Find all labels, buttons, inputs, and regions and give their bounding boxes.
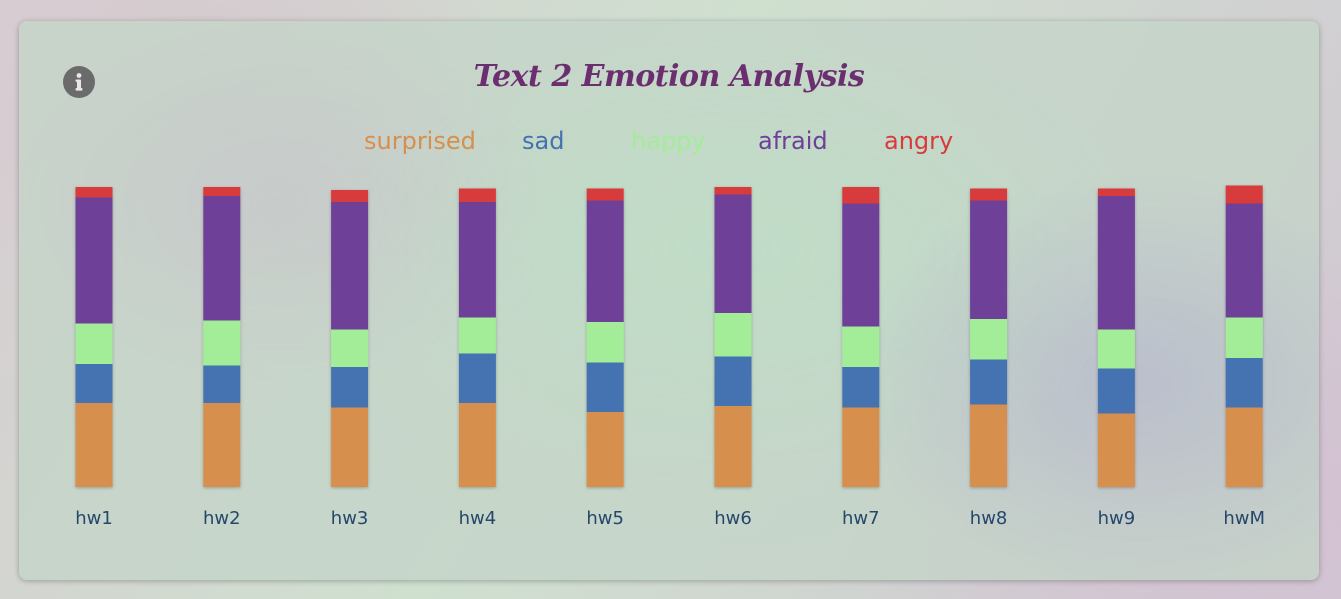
legend-item-sad[interactable]: sad: [522, 127, 565, 155]
legend-item-happy[interactable]: happy: [631, 127, 706, 155]
bar-segment-sad-hw7[interactable]: [842, 367, 880, 408]
bar-segment-angry-hw8[interactable]: [970, 188, 1008, 201]
stacked-bar-hw2[interactable]: [203, 187, 241, 487]
bar-segment-happy-hw8[interactable]: [970, 319, 1008, 360]
bar-segment-angry-hw7[interactable]: [842, 187, 880, 204]
bar-segment-sad-hw6[interactable]: [714, 356, 752, 407]
stacked-bar-hw9[interactable]: [1097, 188, 1135, 488]
x-tick-label-hw8: hw8: [970, 508, 1008, 529]
bar-segment-happy-hw3[interactable]: [331, 329, 369, 368]
bar-segment-sad-hwM[interactable]: [1225, 358, 1263, 408]
bar-segment-sad-hw2[interactable]: [203, 365, 241, 404]
legend-item-surprised[interactable]: surprised: [364, 127, 476, 155]
bar-segment-surprised-hw2[interactable]: [203, 403, 241, 487]
bar-segment-angry-hwM[interactable]: [1225, 185, 1263, 204]
stacked-bar-hwM[interactable]: [1225, 185, 1263, 488]
stacked-bar-hw3[interactable]: [331, 190, 369, 488]
bar-segment-surprised-hwM[interactable]: [1225, 407, 1263, 488]
bar-segment-sad-hw8[interactable]: [970, 359, 1008, 405]
x-tick-label-hwM: hwM: [1223, 508, 1265, 529]
info-icon[interactable]: [63, 66, 95, 98]
bar-segment-surprised-hw4[interactable]: [458, 403, 496, 487]
x-tick-label-hw2: hw2: [203, 508, 241, 529]
bar-segment-angry-hw5[interactable]: [586, 188, 624, 201]
bar-segment-angry-hw6[interactable]: [714, 187, 752, 195]
bar-group: [75, 185, 1263, 488]
bar-segment-happy-hw7[interactable]: [842, 326, 880, 368]
stacked-bar-hw6[interactable]: [714, 187, 752, 487]
bar-segment-sad-hw9[interactable]: [1097, 368, 1135, 414]
chart-plot-area: hw1 hw2 hw3 hw4 hw5 hw6 hw7 hw8 hw9 hwM: [75, 185, 1265, 529]
bar-segment-afraid-hw1[interactable]: [75, 197, 113, 324]
stacked-bar-hw7[interactable]: [842, 187, 880, 488]
bar-segment-angry-hw3[interactable]: [331, 190, 369, 202]
bar-segment-afraid-hw3[interactable]: [331, 202, 369, 330]
bar-segment-surprised-hw8[interactable]: [970, 404, 1008, 488]
bar-segment-surprised-hw9[interactable]: [1097, 413, 1135, 488]
bar-segment-afraid-hw6[interactable]: [714, 194, 752, 314]
bar-segment-surprised-hw3[interactable]: [331, 407, 369, 488]
bar-segment-afraid-hw8[interactable]: [970, 200, 1008, 320]
bar-segment-surprised-hw5[interactable]: [586, 412, 624, 487]
bar-segment-afraid-hwM[interactable]: [1225, 203, 1263, 318]
bar-segment-afraid-hw5[interactable]: [586, 200, 624, 323]
bar-segment-angry-hw1[interactable]: [75, 187, 113, 198]
bar-segment-angry-hw4[interactable]: [458, 188, 496, 203]
x-tick-label-hw6: hw6: [714, 508, 752, 529]
bar-segment-happy-hw6[interactable]: [714, 313, 752, 357]
bar-segment-happy-hw4[interactable]: [458, 317, 496, 354]
stacked-bar-hw8[interactable]: [970, 188, 1008, 488]
bar-segment-happy-hwM[interactable]: [1225, 317, 1263, 359]
legend-item-afraid[interactable]: afraid: [758, 127, 828, 155]
bar-segment-surprised-hw6[interactable]: [714, 406, 752, 487]
bar-segment-angry-hw2[interactable]: [203, 187, 241, 196]
chart-legend: surprised sad happy afraid angry: [19, 127, 1319, 161]
stacked-bar-hw1[interactable]: [75, 187, 113, 487]
chart-card: Text 2 Emotion Analysis surprised sad ha…: [19, 21, 1319, 580]
x-tick-label-hw7: hw7: [842, 508, 880, 529]
x-tick-label-hw9: hw9: [1098, 508, 1136, 529]
bar-segment-sad-hw3[interactable]: [331, 367, 369, 408]
bar-segment-surprised-hw1[interactable]: [75, 403, 113, 487]
bar-segment-happy-hw9[interactable]: [1097, 329, 1135, 369]
bar-segment-afraid-hw4[interactable]: [458, 202, 496, 318]
bar-segment-surprised-hw7[interactable]: [842, 407, 880, 488]
bar-segment-sad-hw1[interactable]: [75, 364, 113, 403]
x-axis-tick-labels: hw1 hw2 hw3 hw4 hw5 hw6 hw7 hw8 hw9 hwM: [75, 508, 1265, 529]
bar-segment-afraid-hw9[interactable]: [1097, 196, 1135, 330]
bar-segment-sad-hw5[interactable]: [586, 362, 624, 413]
x-tick-label-hw1: hw1: [75, 508, 113, 529]
legend-item-angry[interactable]: angry: [884, 127, 954, 155]
x-tick-label-hw4: hw4: [459, 508, 497, 529]
bar-segment-sad-hw4[interactable]: [458, 353, 496, 404]
bar-segment-happy-hw2[interactable]: [203, 320, 241, 366]
x-tick-label-hw5: hw5: [586, 508, 624, 529]
x-tick-label-hw3: hw3: [331, 508, 369, 529]
chart-title: Text 2 Emotion Analysis: [473, 59, 865, 94]
bar-segment-angry-hw9[interactable]: [1097, 188, 1135, 197]
bar-segment-afraid-hw7[interactable]: [842, 203, 880, 327]
bar-segment-afraid-hw2[interactable]: [203, 196, 241, 321]
bar-segment-happy-hw1[interactable]: [75, 323, 113, 365]
stacked-bar-hw5[interactable]: [586, 188, 624, 488]
stacked-bar-hw4[interactable]: [458, 188, 496, 488]
bar-segment-happy-hw5[interactable]: [586, 322, 624, 363]
